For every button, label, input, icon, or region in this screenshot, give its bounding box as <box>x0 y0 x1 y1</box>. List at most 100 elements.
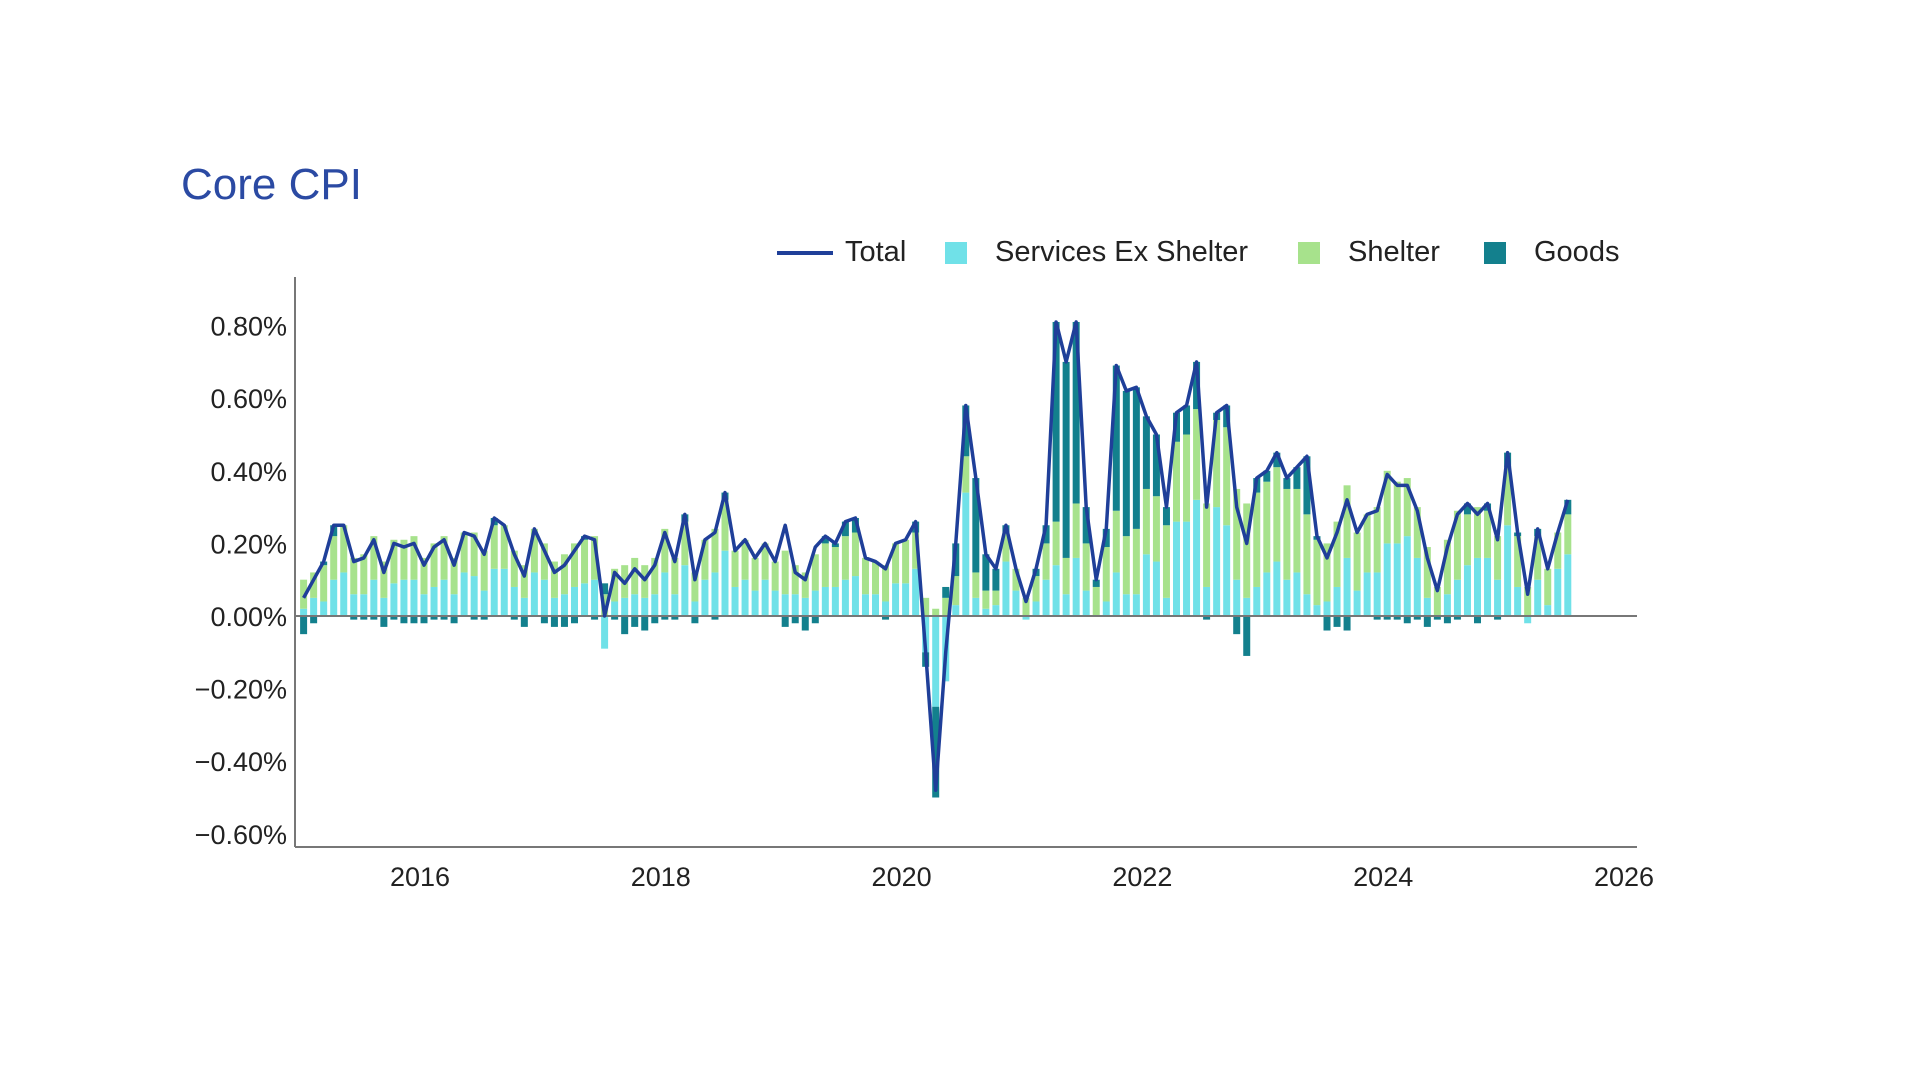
bar-goods <box>1233 616 1241 635</box>
bar-goods <box>1082 507 1090 544</box>
bar-goods <box>1273 452 1281 468</box>
bar-shelter <box>882 565 890 602</box>
bar-goods <box>1132 387 1140 529</box>
bar-shelter <box>1142 488 1150 555</box>
bar-shelter <box>1032 576 1040 602</box>
bar-shelter <box>1514 536 1522 587</box>
bar-goods <box>821 536 829 544</box>
bar-services-ex-shelter <box>912 568 920 616</box>
bar-goods <box>1433 616 1441 620</box>
bar-services-ex-shelter <box>380 597 388 616</box>
bar-shelter <box>1303 514 1311 595</box>
bar-services-ex-shelter <box>1313 605 1321 616</box>
bar-shelter <box>1564 514 1572 555</box>
bar-shelter <box>380 561 388 598</box>
bar-shelter <box>1423 547 1431 598</box>
bar-shelter <box>1102 547 1110 602</box>
bar-services-ex-shelter <box>1554 568 1562 616</box>
bar-goods <box>1072 321 1080 504</box>
bar-shelter <box>530 528 538 573</box>
bar-shelter <box>1273 467 1281 562</box>
bar-goods <box>1042 525 1050 544</box>
bar-shelter <box>571 543 578 587</box>
bar-goods <box>1092 579 1100 587</box>
bar-goods <box>1333 616 1341 627</box>
bar-services-ex-shelter <box>621 597 629 616</box>
bar-shelter <box>400 539 408 580</box>
bar-shelter <box>581 539 589 584</box>
bar-services-ex-shelter <box>1142 554 1150 616</box>
bar-shelter <box>1012 568 1020 591</box>
bar-shelter <box>1544 568 1552 606</box>
bar-goods <box>520 616 528 627</box>
bar-shelter <box>872 561 879 595</box>
bar-shelter <box>1152 496 1160 562</box>
bar-services-ex-shelter <box>1544 605 1552 616</box>
bar-shelter <box>932 608 940 616</box>
bar-goods <box>1303 456 1311 515</box>
bar-shelter <box>430 543 438 587</box>
bar-shelter <box>1203 503 1211 587</box>
bar-shelter <box>781 550 789 595</box>
bar-shelter <box>952 576 960 606</box>
bar-shelter <box>641 565 649 598</box>
bar-services-ex-shelter <box>771 590 779 616</box>
bar-goods <box>1293 467 1301 489</box>
bar-goods <box>601 583 609 595</box>
bar-services-ex-shelter <box>430 586 438 616</box>
bar-goods <box>370 616 378 620</box>
bar-goods <box>540 616 548 624</box>
bar-goods <box>831 543 839 548</box>
bar-services-ex-shelter <box>651 594 659 616</box>
bar-shelter <box>500 525 508 569</box>
bar-goods <box>1393 616 1401 620</box>
bar-shelter <box>661 528 669 573</box>
bar-shelter <box>902 539 910 584</box>
bar-shelter <box>992 590 1000 606</box>
legend-label: Total <box>845 236 907 268</box>
bar-goods <box>691 616 699 624</box>
bar-services-ex-shelter <box>861 594 869 616</box>
bar-shelter <box>741 539 749 580</box>
bar-goods <box>420 616 428 624</box>
bar-goods <box>962 405 970 457</box>
bar-services-ex-shelter <box>932 616 940 707</box>
bar-services-ex-shelter <box>992 605 1000 616</box>
bar-services-ex-shelter <box>310 597 318 616</box>
bar-services-ex-shelter <box>1323 601 1331 616</box>
bar-shelter <box>1243 503 1251 598</box>
bar-shelter <box>1333 521 1341 587</box>
bar-shelter <box>811 554 819 591</box>
bar-shelter <box>330 536 338 580</box>
bar-services-ex-shelter <box>791 594 799 616</box>
bar-services-ex-shelter <box>1393 543 1401 616</box>
bar-goods <box>982 554 990 591</box>
bar-shelter <box>691 572 699 602</box>
legend-item-goods: Goods <box>1484 236 1619 269</box>
bar-goods <box>1062 361 1070 558</box>
bar-goods <box>651 616 659 624</box>
bar-services-ex-shelter <box>1524 616 1532 624</box>
bar-services-ex-shelter <box>1373 572 1381 616</box>
bar-services-ex-shelter <box>1353 590 1361 616</box>
bar-shelter <box>1383 470 1391 544</box>
bar-goods <box>932 706 940 798</box>
bar-goods <box>1323 616 1331 631</box>
bar-shelter <box>1002 532 1010 562</box>
bar-shelter <box>681 521 689 566</box>
bar-services-ex-shelter <box>631 594 639 616</box>
bar-goods <box>1373 616 1381 620</box>
y-tick-label: 0.20% <box>210 529 287 559</box>
bar-shelter <box>460 532 468 573</box>
bar-goods <box>1423 616 1431 627</box>
square-swatch-icon <box>945 241 967 264</box>
bar-shelter <box>470 532 478 577</box>
bar-goods <box>1152 434 1160 497</box>
bar-goods <box>1474 616 1481 624</box>
bar-shelter <box>1433 586 1441 616</box>
x-tick-label: 2018 <box>631 862 691 892</box>
bar-goods <box>440 616 448 620</box>
bar-shelter <box>731 550 739 587</box>
bar-services-ex-shelter <box>460 572 468 616</box>
bar-goods <box>1183 405 1191 435</box>
